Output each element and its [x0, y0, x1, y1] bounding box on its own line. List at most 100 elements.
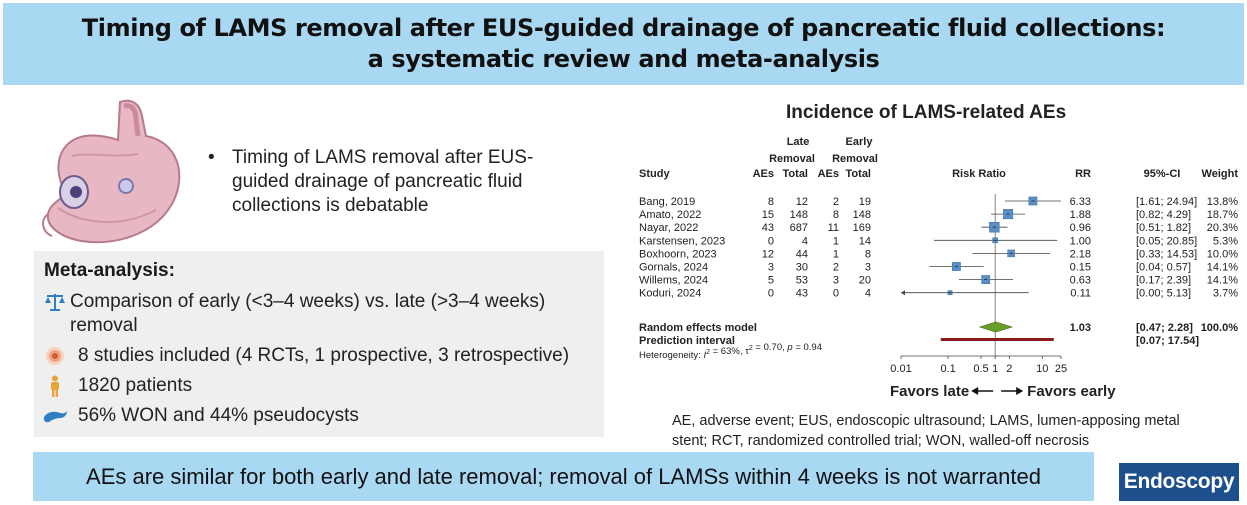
late-aes-value: 43 — [762, 222, 774, 234]
late-aes-value: 0 — [768, 288, 774, 300]
x-tick-label: 10 — [1036, 363, 1048, 375]
weight-value: 10.0% — [1207, 248, 1238, 260]
column-header-ci: 95%-CI — [1144, 168, 1181, 180]
balance-scale-icon — [40, 290, 70, 314]
ci-arrow — [901, 290, 905, 296]
journal-logo: Endoscopy — [1119, 463, 1239, 501]
study-name: Karstensen, 2023 — [639, 235, 725, 247]
random-effects-label: Random effects model — [639, 322, 757, 334]
ci-value: [0.04; 0.57] — [1136, 262, 1191, 274]
weight-value: 14.1% — [1207, 275, 1238, 287]
column-header-late-aes: AEs — [753, 168, 774, 180]
x-tick-label: 2 — [1006, 363, 1012, 375]
random-effects-ci: [0.47; 2.28] — [1136, 322, 1193, 334]
weight-value: 3.7% — [1213, 288, 1238, 300]
early-aes-value: 8 — [833, 209, 839, 221]
late-aes-value: 5 — [768, 275, 774, 287]
late-total-value: 30 — [796, 262, 808, 274]
chart-title: Incidence of LAMS-related AEs — [786, 102, 1067, 123]
weight-value: 14.1% — [1207, 262, 1238, 274]
late-total-value: 148 — [790, 209, 808, 221]
column-header-risk-ratio: Risk Ratio — [952, 168, 1006, 180]
title-line-2: a systematic review and meta-analysis — [367, 45, 880, 73]
column-header-rr: RR — [1075, 168, 1091, 180]
early-aes-value: 2 — [833, 196, 839, 208]
early-aes-value: 11 — [828, 222, 839, 234]
meta-item-studies: 8 studies included (4 RCTs, 1 prospectiv… — [40, 344, 569, 368]
early-total-value: 3 — [865, 262, 871, 274]
column-header-study: Study — [639, 168, 670, 180]
meta-analysis-box: Meta-analysis: Comparison of early (<3–4… — [34, 251, 604, 437]
early-aes-value: 2 — [833, 262, 839, 274]
intro-text: Timing of LAMS removal after EUS-guided … — [232, 147, 534, 216]
header-late-2: Removal — [769, 153, 815, 165]
rr-value: 6.33 — [1070, 196, 1091, 208]
meta-item-collections: 56% WON and 44% pseudocysts — [40, 404, 359, 428]
ci-value: [0.00; 5.13] — [1136, 288, 1191, 300]
favors-late-arrowhead — [971, 387, 979, 395]
rr-value: 0.11 — [1070, 288, 1091, 300]
ci-value: [0.05; 20.85] — [1136, 235, 1197, 247]
prediction-interval-bar — [940, 338, 1054, 341]
early-total-value: 8 — [865, 248, 871, 260]
study-name: Boxhoorn, 2023 — [639, 248, 717, 260]
rr-value: 0.96 — [1070, 222, 1091, 234]
late-total-value: 4 — [802, 235, 808, 247]
header-late-1: Late — [787, 136, 810, 148]
conclusion-text: AEs are similar for both early and late … — [86, 463, 1041, 489]
weight-value: 18.7% — [1207, 209, 1238, 221]
ci-value: [0.82; 4.29] — [1136, 209, 1191, 221]
prediction-interval-label: Prediction interval — [639, 335, 735, 347]
abbreviations-footnote: AE, adverse event; EUS, endoscopic ultra… — [672, 413, 1180, 449]
meta-item-text: 56% WON and 44% pseudocysts — [78, 405, 359, 426]
early-total-value: 14 — [859, 235, 871, 247]
early-total-value: 20 — [859, 275, 871, 287]
x-tick-label: 0.01 — [890, 363, 911, 375]
header-early-2: Removal — [832, 153, 878, 165]
x-tick-label: 0.1 — [940, 363, 955, 375]
study-name: Amato, 2022 — [639, 209, 701, 221]
meta-item-comparison: Comparison of early (<3–4 weeks) vs. lat… — [40, 290, 590, 338]
weight-value: 13.8% — [1207, 196, 1238, 208]
meta-item-text: Comparison of early (<3–4 weeks) vs. lat… — [70, 291, 546, 336]
weight-value: 20.3% — [1207, 222, 1238, 234]
x-tick-label: 1 — [992, 363, 998, 375]
early-aes-value: 0 — [833, 288, 839, 300]
favors-late-label: Favors late — [890, 383, 969, 400]
random-effects-weight: 100.0% — [1201, 322, 1239, 334]
early-aes-value: 3 — [833, 275, 839, 287]
pancreas-icon — [40, 404, 70, 428]
late-aes-value: 3 — [768, 262, 774, 274]
journal-logo-text: Endoscopy — [1123, 470, 1235, 493]
ci-value: [1.61; 24.94] — [1136, 196, 1197, 208]
rr-value: 0.63 — [1070, 275, 1091, 287]
header-early-1: Early — [846, 136, 874, 148]
study-name: Willems, 2024 — [639, 275, 708, 287]
early-aes-value: 1 — [833, 235, 839, 247]
early-aes-value: 1 — [833, 248, 839, 260]
x-tick-label: 0.5 — [973, 363, 988, 375]
rr-value: 1.00 — [1070, 235, 1091, 247]
bullet-glyph: • — [208, 147, 215, 168]
ci-value: [0.33; 14.53] — [1136, 248, 1197, 260]
ci-value: [0.51; 1.82] — [1136, 222, 1191, 234]
stomach-illustration — [42, 99, 181, 244]
weight-value: 5.3% — [1213, 235, 1238, 247]
random-effects-diamond — [978, 321, 1014, 333]
column-header-late-total: Total — [783, 168, 808, 180]
early-total-value: 169 — [853, 222, 871, 234]
prediction-interval-ci: [0.07; 17.54] — [1136, 335, 1199, 347]
forest-plot-svg: Late Removal Early Removal Study AEs Total AEs T… — [639, 136, 1239, 400]
early-total-value: 4 — [865, 288, 871, 300]
early-total-value: 19 — [859, 196, 871, 208]
favors-early-label: Favors early — [1027, 383, 1116, 400]
ci-value: [0.17; 2.39] — [1136, 275, 1191, 287]
rr-value: 0.15 — [1070, 262, 1091, 274]
late-aes-value: 8 — [768, 196, 774, 208]
late-aes-value: 0 — [768, 235, 774, 247]
early-total-value: 148 — [853, 209, 871, 221]
rr-value: 2.18 — [1070, 248, 1091, 260]
patient-figure-icon — [40, 374, 70, 398]
target-rings-icon — [40, 344, 70, 368]
meta-item-text: 1820 patients — [78, 375, 193, 396]
